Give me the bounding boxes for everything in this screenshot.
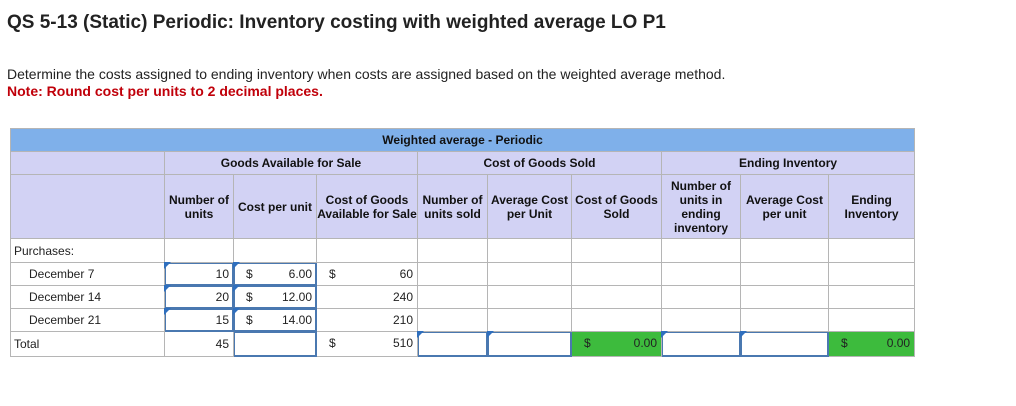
input-flag-icon — [164, 262, 171, 269]
group-ending-inventory: Ending Inventory — [660, 151, 916, 175]
total-label: Total — [10, 331, 165, 357]
table-row: December 14 20 $12.00 240 — [10, 285, 916, 309]
col-cost-per-unit: Cost per unit — [233, 174, 317, 239]
units-input[interactable]: 15 — [164, 308, 234, 332]
weighted-average-table: Weighted average - Periodic Goods Availa… — [9, 128, 916, 357]
blank-header-cell — [10, 174, 165, 239]
input-flag-icon — [740, 331, 747, 338]
input-flag-icon — [487, 331, 494, 338]
table-row: December 21 15 $14.00 210 — [10, 308, 916, 332]
col-cost-goods-available: Cost of Goods Available for Sale — [316, 174, 418, 239]
rounding-note: Note: Round cost per units to 2 decimal … — [7, 83, 323, 99]
col-ending-inventory: Ending Inventory — [827, 174, 916, 239]
units-input[interactable]: 10 — [164, 262, 234, 286]
input-flag-icon — [417, 331, 424, 338]
units-ending-input[interactable] — [661, 331, 741, 357]
total-units-cell: 45 — [164, 331, 234, 357]
units-sold-input[interactable] — [417, 331, 488, 357]
main-header: Weighted average - Periodic — [9, 128, 916, 152]
input-flag-icon — [164, 308, 171, 315]
cost-available-cell: $60 — [316, 262, 418, 286]
average-cost-sold-input[interactable] — [487, 331, 572, 357]
cogs-result-cell: $0.00 — [571, 331, 662, 357]
col-average-cost-sold: Average Cost per Unit — [487, 174, 572, 239]
input-flag-icon — [233, 308, 240, 315]
instruction-text: Determine the costs assigned to ending i… — [7, 66, 726, 82]
group-goods-available: Goods Available for Sale — [164, 151, 418, 175]
ending-inventory-result-cell: $0.00 — [827, 331, 916, 357]
page-title: QS 5-13 (Static) Periodic: Inventory cos… — [7, 12, 666, 33]
col-cost-of-goods-sold: Cost of Goods Sold — [571, 174, 662, 239]
cost-per-unit-input[interactable]: $6.00 — [233, 262, 317, 286]
total-cost-available-cell: $510 — [316, 331, 418, 357]
cost-per-unit-input[interactable]: $14.00 — [233, 308, 317, 332]
row-label: December 7 — [10, 262, 165, 286]
row-label: December 14 — [10, 285, 165, 309]
col-number-of-units: Number of units — [164, 174, 234, 239]
col-average-cost-ending: Average Cost per unit — [740, 174, 829, 239]
table-row: December 7 10 $6.00 $60 — [10, 262, 916, 286]
row-label: December 21 — [10, 308, 165, 332]
cost-available-cell: 240 — [316, 285, 418, 309]
input-flag-icon — [233, 285, 240, 292]
input-flag-icon — [661, 331, 668, 338]
units-input[interactable]: 20 — [164, 285, 234, 309]
col-units-sold: Number of units sold — [417, 174, 488, 239]
cost-available-cell: 210 — [316, 308, 418, 332]
input-flag-icon — [164, 285, 171, 292]
average-cost-ending-input[interactable] — [740, 331, 829, 357]
blank-header-cell — [10, 151, 165, 175]
total-row: Total 45 $510 $0.00 $0.00 — [10, 331, 916, 357]
total-cost-per-unit-input[interactable] — [233, 331, 317, 357]
cost-per-unit-input[interactable]: $12.00 — [233, 285, 317, 309]
group-cost-of-goods-sold: Cost of Goods Sold — [417, 151, 662, 175]
purchases-label: Purchases: — [10, 238, 165, 263]
input-flag-icon — [233, 262, 240, 269]
col-units-ending: Number of units in ending inventory — [661, 174, 741, 239]
